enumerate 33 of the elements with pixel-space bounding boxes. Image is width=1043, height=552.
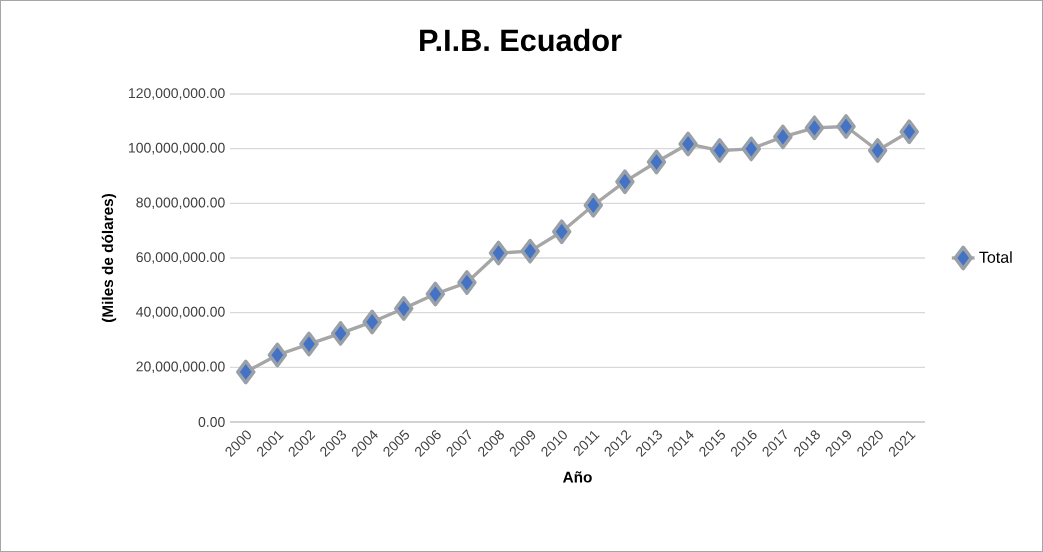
point (488, 240, 509, 266)
x-axis-title: Año (562, 471, 592, 483)
y-axis-title: (Miles de dólares) (101, 194, 117, 322)
point (678, 131, 698, 157)
point (457, 270, 477, 295)
chart-title: P.I.B. Ecuador (420, 28, 622, 52)
point (551, 219, 572, 245)
y-tick-label: 40,000,000.00 (136, 306, 225, 319)
point (741, 136, 761, 162)
y-tick-label: 20,000,000.00 (136, 361, 225, 374)
point (583, 192, 604, 218)
legend-label: Total (979, 251, 1012, 263)
point (773, 124, 793, 150)
point (299, 331, 319, 357)
y-tick-label: 0.00 (198, 417, 225, 427)
point (867, 138, 888, 163)
point (267, 342, 288, 368)
point (330, 321, 351, 346)
point (394, 296, 414, 321)
y-tick-label: 80,000,000.00 (136, 197, 225, 210)
point (362, 309, 382, 335)
point (236, 359, 256, 385)
point (899, 119, 919, 145)
y-tick-label: 120,000,000.00 (129, 88, 225, 100)
point (646, 149, 667, 175)
point (615, 169, 635, 195)
point (709, 138, 730, 163)
y-tick-label: 100,000,000.00 (129, 142, 225, 155)
y-tick-label: 60,000,000.00 (136, 252, 225, 264)
point (425, 281, 446, 307)
point (836, 114, 856, 139)
point (804, 115, 825, 141)
point (520, 238, 540, 264)
